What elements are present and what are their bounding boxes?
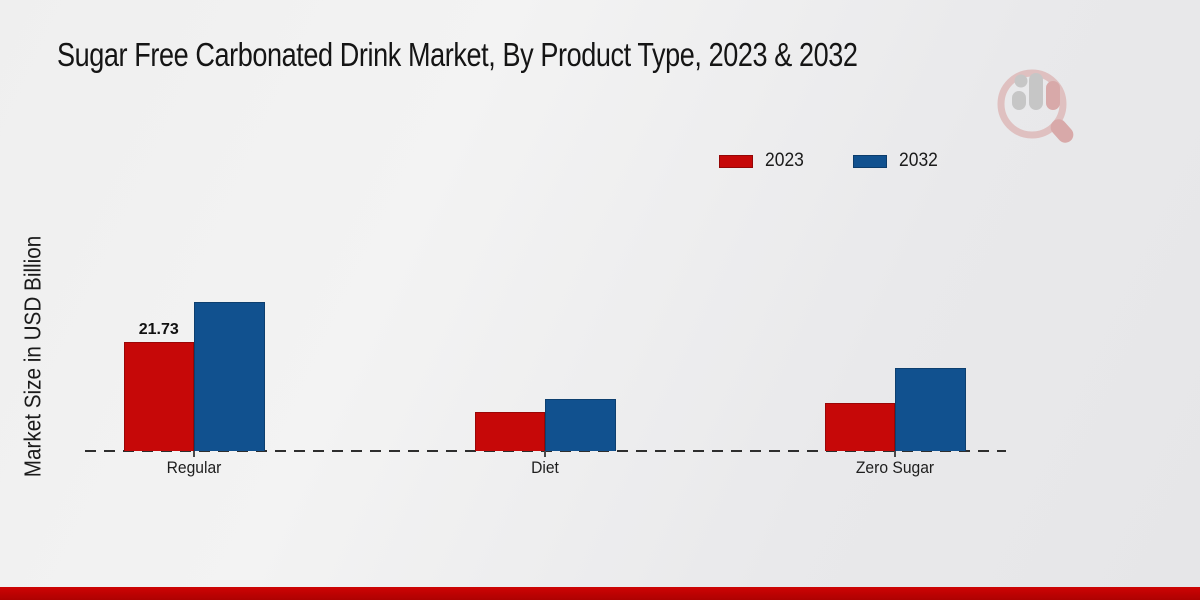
legend-swatch-2023	[719, 154, 753, 168]
y-axis-label: Market Size in USD Billion	[19, 235, 46, 478]
bar-2032-diet	[545, 399, 616, 451]
bar-2032-regular	[194, 302, 265, 451]
watermark-magnifier-logo	[997, 69, 1074, 143]
x-axis-tick-zero-sugar	[894, 451, 896, 457]
bar-2023-diet	[474, 412, 545, 451]
x-axis-tick-regular	[193, 451, 195, 457]
category-label-regular: Regular	[166, 458, 222, 477]
x-axis-tick-diet	[544, 451, 546, 457]
legend-item-2032: 2032	[853, 150, 941, 172]
plot-area: 21.73 Regular Diet Zero Sugar	[85, 281, 1006, 477]
chart-title: Sugar Free Carbonated Drink Market, By P…	[57, 36, 858, 73]
data-label-2023-regular: 21.73	[138, 321, 179, 338]
footer-red-band	[0, 587, 1200, 600]
legend-label-2032: 2032	[899, 150, 939, 171]
legend-item-2023: 2023	[719, 150, 807, 172]
legend-label-2023: 2023	[765, 150, 804, 171]
legend: 2023 2032	[719, 150, 942, 172]
bar-2023-regular	[123, 342, 194, 451]
logo-dot	[1014, 74, 1028, 88]
bar-2032-zero-sugar	[895, 368, 966, 451]
legend-swatch-2032	[853, 154, 888, 168]
category-label-diet: Diet	[531, 458, 559, 477]
category-label-zero-sugar: Zero Sugar	[855, 458, 935, 477]
bar-2023-zero-sugar	[824, 403, 895, 451]
